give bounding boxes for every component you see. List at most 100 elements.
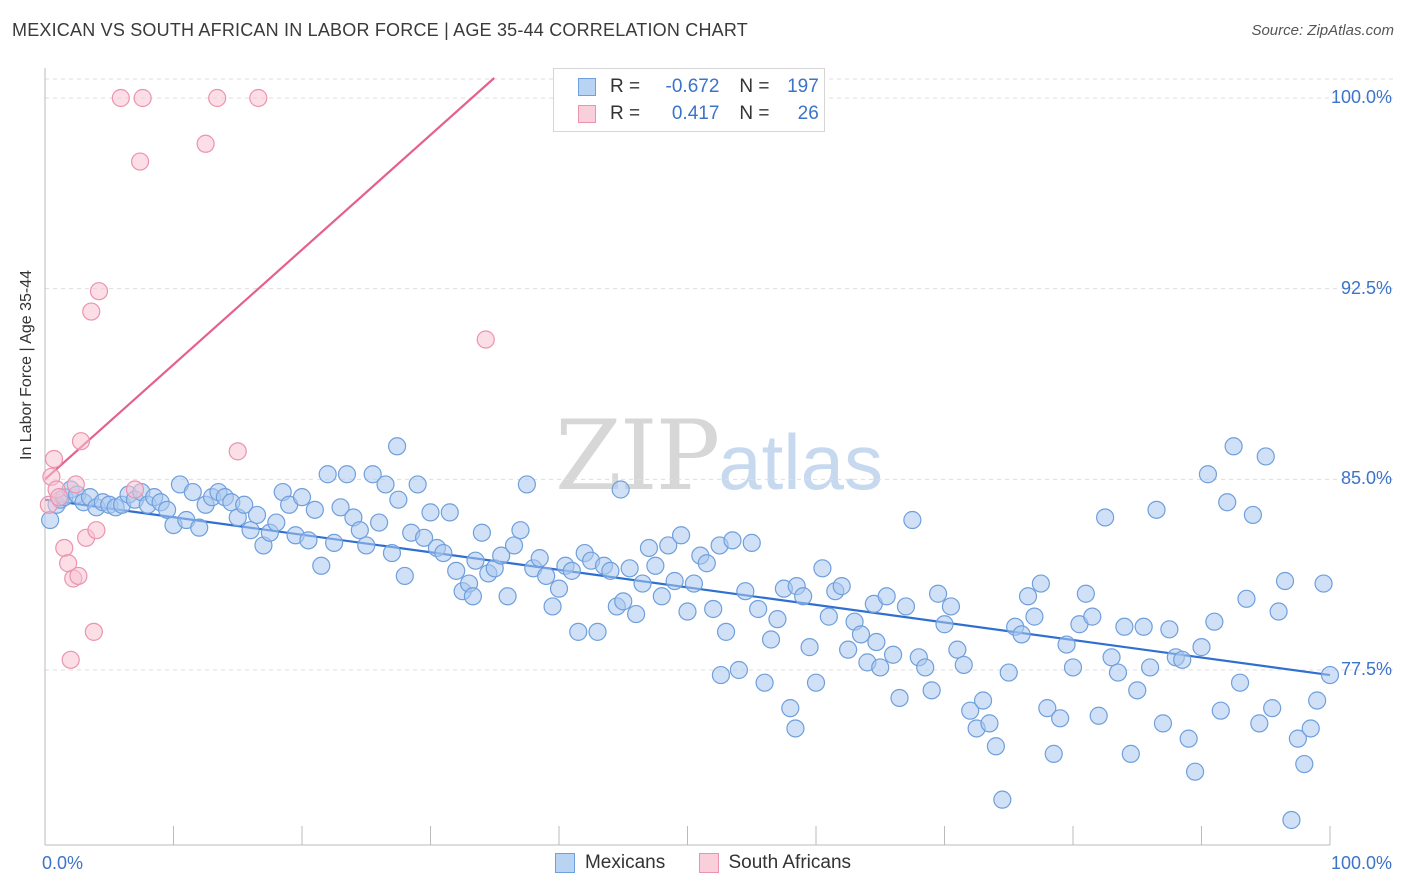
mexican-point xyxy=(903,510,922,530)
mexican-point xyxy=(652,587,671,606)
source-label: Source: ZipAtlas.com xyxy=(1251,22,1394,39)
mexican-point xyxy=(684,574,704,593)
mexican-point xyxy=(620,559,639,578)
y-tick-label: 77.5% xyxy=(1340,659,1392,679)
mexican-point xyxy=(318,465,337,484)
mexican-point xyxy=(376,475,395,494)
mexican-point xyxy=(1320,665,1340,685)
mexican-point xyxy=(517,475,536,494)
mexican-point xyxy=(935,615,954,634)
y-tick-label: 85.0% xyxy=(1340,468,1392,489)
mexican-point xyxy=(851,625,871,644)
mexican-point xyxy=(601,561,620,580)
mexican-point xyxy=(331,498,350,517)
mexican-point xyxy=(1057,635,1076,654)
south-african-point xyxy=(196,134,215,153)
mexican-point xyxy=(1031,574,1050,593)
mexican-point xyxy=(1173,650,1192,669)
mexican-point xyxy=(157,500,177,519)
mexican-point xyxy=(247,505,267,525)
mexican-point xyxy=(626,604,646,624)
mexican-point xyxy=(370,513,389,532)
legend-item-mexicans[interactable]: Mexicans xyxy=(554,852,666,874)
mexican-point xyxy=(387,437,407,456)
mexican-point xyxy=(1012,625,1031,644)
mexican-point xyxy=(948,640,967,659)
south-african-point xyxy=(84,622,103,641)
legend-swatch-south-africans xyxy=(698,853,719,873)
south-africans-trend-line xyxy=(44,77,495,481)
south-african-point xyxy=(55,538,74,558)
mexican-point xyxy=(41,510,60,530)
mexican-point xyxy=(736,582,755,601)
mexican-point xyxy=(922,681,941,700)
mexican-point xyxy=(928,584,948,603)
legend-r-label: R = xyxy=(610,103,641,124)
mexican-point xyxy=(1063,658,1083,677)
axes xyxy=(44,68,1331,846)
mexican-point xyxy=(614,592,633,611)
mexican-point xyxy=(1301,719,1320,738)
data-points xyxy=(39,88,1340,830)
mexican-point xyxy=(716,622,736,641)
legend-n-label: N = xyxy=(739,76,770,97)
x-tick-label-min: 0.0% xyxy=(42,853,84,873)
legend-label-mexicans: Mexicans xyxy=(584,852,666,873)
south-african-point xyxy=(89,282,109,301)
legend-item-south-africans[interactable]: South Africans xyxy=(698,852,851,874)
mexican-point xyxy=(1128,681,1147,700)
mexican-point xyxy=(1237,589,1256,608)
gridlines xyxy=(45,78,1395,671)
mexican-point xyxy=(1083,607,1102,626)
legend-swatch-pink xyxy=(578,105,596,123)
mexican-point xyxy=(1205,612,1224,631)
mexican-point xyxy=(1308,691,1327,710)
mexican-point xyxy=(463,587,483,606)
mexican-point xyxy=(993,790,1012,809)
legend-n-label: N = xyxy=(739,103,770,124)
mexican-point xyxy=(1051,709,1070,728)
south-african-point xyxy=(69,566,88,586)
legend-row-mexicans: R = -0.672 N = 197 xyxy=(578,75,819,99)
mexican-point xyxy=(447,561,466,580)
mexican-point xyxy=(1295,754,1314,774)
mexican-point xyxy=(1314,574,1333,593)
mexican-point xyxy=(941,597,961,616)
south-african-point xyxy=(249,88,268,108)
x-tick-label-max: 100.0% xyxy=(1330,853,1392,873)
mexican-point xyxy=(1211,701,1230,720)
mexican-point xyxy=(711,665,731,685)
mexican-point xyxy=(768,610,787,629)
mexican-point xyxy=(1230,673,1250,692)
mexican-point xyxy=(1198,465,1218,484)
south-african-point xyxy=(133,88,152,108)
mexican-point xyxy=(472,523,491,542)
south-african-point xyxy=(228,442,247,461)
mexican-point xyxy=(1096,508,1115,527)
mexican-point xyxy=(1025,607,1044,626)
mexican-point xyxy=(357,536,376,555)
mexican-point xyxy=(292,488,312,507)
mexican-point xyxy=(781,699,800,718)
mexican-point xyxy=(883,645,903,664)
mexican-point xyxy=(305,500,324,519)
watermark-atlas: atlas xyxy=(718,418,883,506)
mexican-point xyxy=(723,531,742,550)
mexican-point xyxy=(421,503,440,522)
legend-r-value: -0.672 xyxy=(665,76,720,97)
mexican-point xyxy=(337,465,357,484)
mexican-point xyxy=(665,571,684,591)
y-tick-label: 100.0% xyxy=(1330,87,1392,107)
south-african-point xyxy=(130,152,150,171)
mexican-point xyxy=(530,549,549,568)
south-african-point xyxy=(44,449,64,469)
series-legend: Mexicans South Africans xyxy=(0,852,1406,879)
mexican-point xyxy=(697,554,716,573)
mexican-point xyxy=(1179,729,1198,748)
mexican-point xyxy=(190,518,209,537)
mexican-point xyxy=(1044,744,1063,763)
mexican-point xyxy=(819,607,838,626)
mexican-point xyxy=(1192,638,1211,657)
mexican-point xyxy=(492,546,511,565)
mexican-point xyxy=(312,556,331,575)
